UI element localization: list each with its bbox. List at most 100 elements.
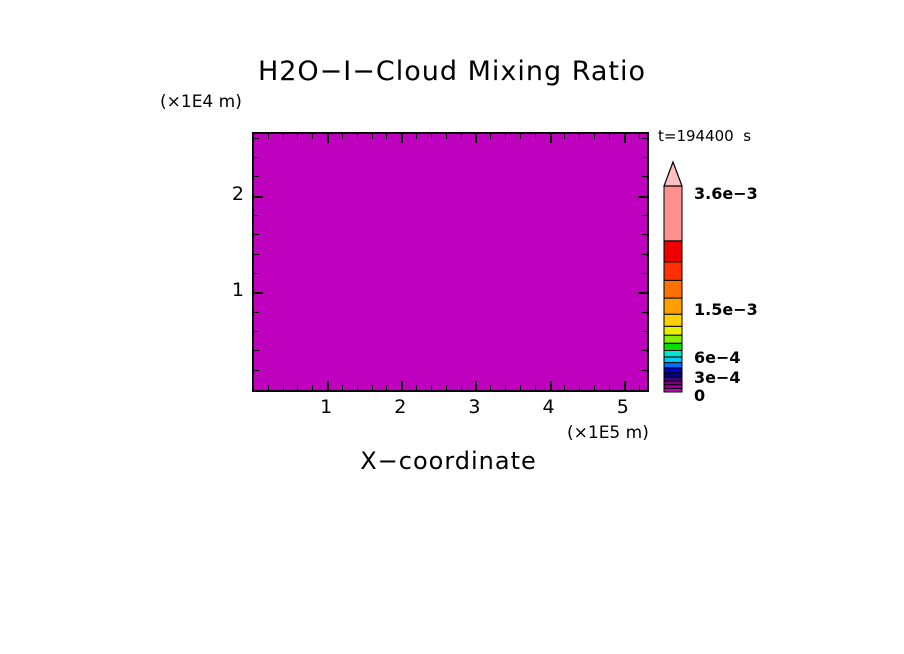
tick-mark bbox=[475, 381, 477, 390]
tick-mark bbox=[297, 134, 298, 139]
tick-mark bbox=[254, 273, 259, 274]
tick-mark bbox=[283, 134, 284, 139]
colorbar bbox=[660, 160, 690, 396]
tick-mark bbox=[416, 134, 417, 139]
tick-mark bbox=[642, 312, 647, 313]
tick-mark bbox=[416, 385, 417, 390]
tick-mark bbox=[268, 385, 269, 390]
colorbar-tick-label: 3e−4 bbox=[694, 368, 741, 387]
tick-mark bbox=[342, 134, 343, 139]
colorbar-segment bbox=[663, 297, 683, 315]
tick-mark bbox=[254, 157, 259, 158]
tick-mark bbox=[550, 381, 552, 390]
tick-mark bbox=[342, 385, 343, 390]
tick-mark bbox=[638, 292, 647, 294]
tick-mark bbox=[283, 385, 284, 390]
colorbar-segment bbox=[663, 372, 683, 378]
tick-mark bbox=[327, 381, 329, 390]
tick-mark bbox=[609, 134, 610, 139]
tick-mark bbox=[254, 292, 263, 294]
tick-mark bbox=[254, 312, 259, 313]
colorbar-segment bbox=[663, 261, 683, 281]
tick-mark bbox=[594, 134, 595, 139]
timestamp-annotation: t=194400 s bbox=[658, 127, 752, 145]
colorbar-segment bbox=[663, 185, 683, 242]
colorbar-tick-label: 6e−4 bbox=[694, 348, 741, 367]
tick-mark bbox=[579, 385, 580, 390]
tick-mark bbox=[254, 215, 259, 216]
x-tick-label: 5 bbox=[616, 396, 629, 418]
colorbar-tick-label: 1.5e−3 bbox=[694, 300, 758, 319]
tick-mark bbox=[268, 134, 269, 139]
tick-mark bbox=[642, 370, 647, 371]
tick-mark bbox=[357, 134, 358, 139]
tick-mark bbox=[401, 381, 403, 390]
y-axis-units-label: (×1E4 m) bbox=[160, 92, 242, 112]
tick-mark bbox=[297, 385, 298, 390]
colorbar-segment bbox=[663, 279, 683, 299]
x-tick-label: 3 bbox=[468, 396, 481, 418]
tick-mark bbox=[642, 254, 647, 255]
colorbar-tick-label: 0 bbox=[694, 386, 706, 405]
tick-mark bbox=[357, 385, 358, 390]
x-tick-label: 2 bbox=[394, 396, 407, 418]
tick-mark bbox=[505, 134, 506, 139]
colorbar-segment bbox=[663, 362, 683, 369]
tick-mark bbox=[254, 234, 259, 235]
tick-mark bbox=[254, 370, 259, 371]
colorbar-segment bbox=[663, 387, 683, 393]
tick-mark bbox=[254, 254, 259, 255]
colorbar-segment bbox=[663, 356, 683, 364]
tick-mark bbox=[642, 234, 647, 235]
colorbar-segment bbox=[663, 376, 683, 382]
colorbar-segment bbox=[663, 334, 683, 344]
tick-mark bbox=[372, 385, 373, 390]
tick-mark bbox=[312, 385, 313, 390]
tick-mark bbox=[475, 134, 477, 143]
tick-mark bbox=[638, 196, 647, 198]
tick-mark bbox=[564, 134, 565, 139]
x-tick-label: 1 bbox=[320, 396, 333, 418]
tick-mark bbox=[642, 215, 647, 216]
colorbar-segment bbox=[663, 380, 683, 386]
tick-mark bbox=[327, 134, 329, 143]
tick-mark bbox=[254, 350, 259, 351]
x-axis-title: X−coordinate bbox=[360, 447, 537, 475]
tick-mark bbox=[254, 176, 259, 177]
tick-mark bbox=[490, 134, 491, 139]
y-tick-label: 1 bbox=[231, 279, 244, 302]
tick-mark bbox=[461, 134, 462, 139]
plot-area bbox=[252, 132, 649, 392]
tick-mark bbox=[254, 331, 259, 332]
tick-mark bbox=[490, 385, 491, 390]
tick-mark bbox=[579, 134, 580, 139]
tick-mark bbox=[254, 196, 263, 198]
tick-mark bbox=[401, 134, 403, 143]
contour-heatmap bbox=[254, 134, 647, 390]
tick-mark bbox=[372, 134, 373, 139]
tick-mark bbox=[312, 134, 313, 139]
tick-mark bbox=[431, 385, 432, 390]
tick-mark bbox=[642, 176, 647, 177]
tick-mark bbox=[639, 134, 640, 139]
tick-mark bbox=[386, 385, 387, 390]
y-axis-title: Z−coordinate bbox=[0, 221, 2, 399]
tick-mark bbox=[609, 385, 610, 390]
tick-mark bbox=[642, 157, 647, 158]
y-tick-label: 2 bbox=[231, 182, 244, 205]
tick-mark bbox=[520, 134, 521, 139]
x-tick-label: 4 bbox=[542, 396, 555, 418]
tick-mark bbox=[550, 134, 552, 143]
tick-mark bbox=[639, 385, 640, 390]
colorbar-segment bbox=[663, 325, 683, 336]
tick-mark bbox=[535, 385, 536, 390]
tick-mark bbox=[431, 134, 432, 139]
tick-mark bbox=[642, 331, 647, 332]
tick-mark bbox=[624, 381, 626, 390]
tick-mark bbox=[446, 134, 447, 139]
colorbar-tick-label: 3.6e−3 bbox=[694, 184, 758, 203]
colorbar-gradient bbox=[663, 160, 683, 393]
colorbar-segment bbox=[663, 342, 683, 351]
tick-mark bbox=[642, 350, 647, 351]
